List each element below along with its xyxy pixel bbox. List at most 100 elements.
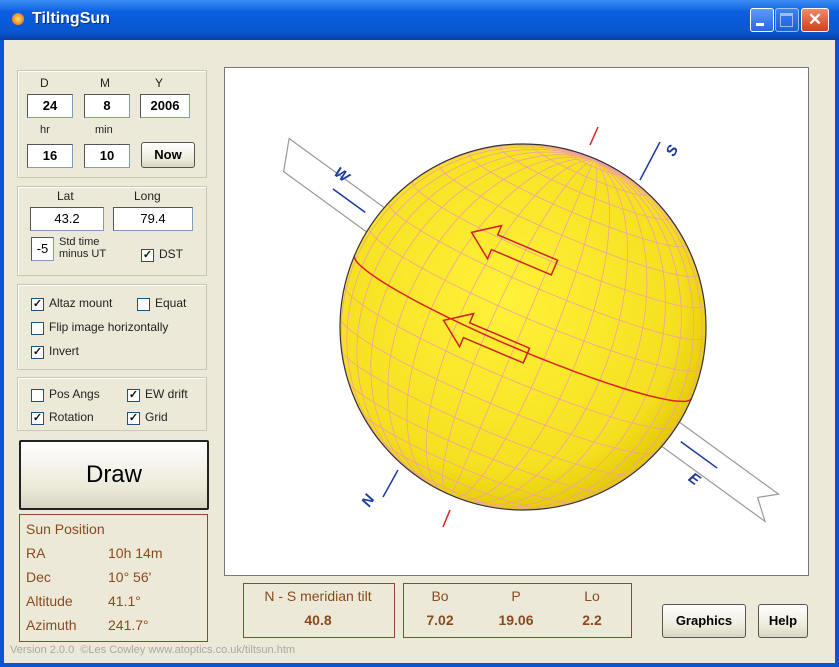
sun-limb: [339, 143, 707, 511]
checkbox[interactable]: [31, 322, 44, 335]
now-button[interactable]: Now: [141, 142, 195, 168]
minute-input[interactable]: 10: [84, 144, 130, 168]
rotation-arrow: [442, 312, 531, 364]
grid-line: [464, 159, 628, 504]
row-value: 10h 14m: [108, 545, 163, 561]
angle-value: 7.02: [426, 612, 454, 628]
maximize-button[interactable]: [775, 8, 799, 32]
day-input[interactable]: 24: [27, 94, 73, 118]
window-title: TiltingSun: [32, 10, 110, 27]
label: Std time: [59, 236, 100, 248]
long-input[interactable]: 79.4: [113, 207, 193, 231]
grid-line: [356, 151, 595, 476]
sun-position-title: Sun Position: [26, 521, 105, 537]
checkbox[interactable]: ✓: [141, 249, 154, 262]
row-label: Azimuth: [26, 617, 77, 633]
checkbox[interactable]: ✓: [127, 389, 140, 402]
checkbox[interactable]: ✓: [31, 412, 44, 425]
sun-position-box: [19, 514, 208, 642]
pole-tick: [589, 126, 599, 146]
tilt-box: [243, 583, 395, 638]
e-tick: [680, 441, 718, 469]
angle-value: 19.06: [498, 612, 534, 628]
angle-label: P: [511, 588, 521, 604]
footer: Version 2.0.0 ©Les Cowley www.atoptics.c…: [10, 644, 296, 656]
tilt-value: 40.8: [304, 612, 332, 628]
sun-canvas: W S E N: [224, 67, 809, 576]
label: Y: [155, 76, 164, 90]
draw-button[interactable]: Draw: [19, 440, 209, 510]
grid-line: [451, 159, 595, 496]
row-label: Altitude: [26, 593, 73, 609]
lat-input[interactable]: 43.2: [30, 207, 104, 231]
arrow-shape: [442, 312, 531, 364]
grid-line: [512, 159, 695, 511]
options-group: [17, 284, 207, 370]
close-button[interactable]: ✕: [801, 8, 829, 32]
grid-line: [406, 158, 595, 490]
checkbox[interactable]: ✓: [127, 412, 140, 425]
grid-line: [340, 146, 595, 424]
label: Long: [134, 189, 161, 203]
checkbox-label: Rotation: [49, 410, 94, 424]
checkbox[interactable]: [31, 389, 44, 402]
grid-line: [456, 159, 598, 498]
grid-line: [425, 159, 594, 492]
label: min: [95, 124, 113, 136]
direction-label: N: [358, 491, 379, 510]
label: D: [40, 76, 49, 90]
row-value: 241.7°: [108, 617, 149, 633]
tilt-label: N - S meridian tilt: [264, 588, 372, 604]
angle-label: Bo: [431, 588, 449, 604]
checkbox-label: EW drift: [145, 387, 188, 401]
grid-line: [370, 154, 595, 483]
s-tick: [639, 141, 661, 181]
checkbox[interactable]: ✓: [31, 298, 44, 311]
angle-label: Lo: [584, 588, 600, 604]
app-icon: [12, 13, 24, 25]
pole-tick: [442, 509, 451, 528]
display-group: [17, 377, 207, 431]
row-label: RA: [26, 545, 46, 561]
label: hr: [40, 124, 50, 136]
checkbox-label: Altaz mount: [49, 296, 113, 310]
grid-line: [346, 148, 595, 462]
w-tick: [332, 188, 366, 213]
label: Lat: [57, 189, 74, 203]
help-button[interactable]: Help: [758, 604, 808, 638]
year-input[interactable]: 2006: [140, 94, 190, 118]
checkbox-label: Grid: [145, 410, 168, 424]
checkbox-label: Flip image horizontally: [49, 320, 169, 334]
location-group: [17, 186, 207, 276]
row-label: Dec: [26, 569, 51, 585]
direction-label: S: [662, 142, 682, 159]
checkbox-label: DST: [159, 247, 183, 261]
n-tick: [382, 469, 399, 498]
checkbox-label: Invert: [49, 344, 80, 358]
graphics-button[interactable]: Graphics: [662, 604, 746, 638]
grid-line: [562, 159, 703, 507]
angle-value: 2.2: [582, 612, 602, 628]
row-value: 10° 56': [108, 569, 152, 585]
date-group: [17, 70, 207, 178]
checkbox-label: Equat: [155, 296, 187, 310]
row-value: 41.1°: [108, 593, 141, 609]
rotation-arrow: [470, 224, 559, 276]
grid-line: [491, 159, 682, 510]
checkbox[interactable]: [137, 298, 150, 311]
utc-offset-input[interactable]: -5: [31, 237, 54, 261]
grid-line: [442, 159, 595, 494]
checkbox[interactable]: ✓: [31, 346, 44, 359]
hour-input[interactable]: 16: [27, 144, 73, 168]
grid-line: [460, 159, 610, 501]
grid-line: [479, 159, 666, 508]
checkbox-label: Pos Angs: [49, 387, 100, 401]
minimize-button[interactable]: [750, 8, 774, 32]
label: M: [100, 76, 110, 90]
grid-line: [387, 156, 595, 485]
month-input[interactable]: 8: [84, 94, 130, 118]
grid-line: [474, 159, 648, 506]
angles-box: [403, 583, 632, 638]
label: minus UT: [59, 248, 107, 260]
